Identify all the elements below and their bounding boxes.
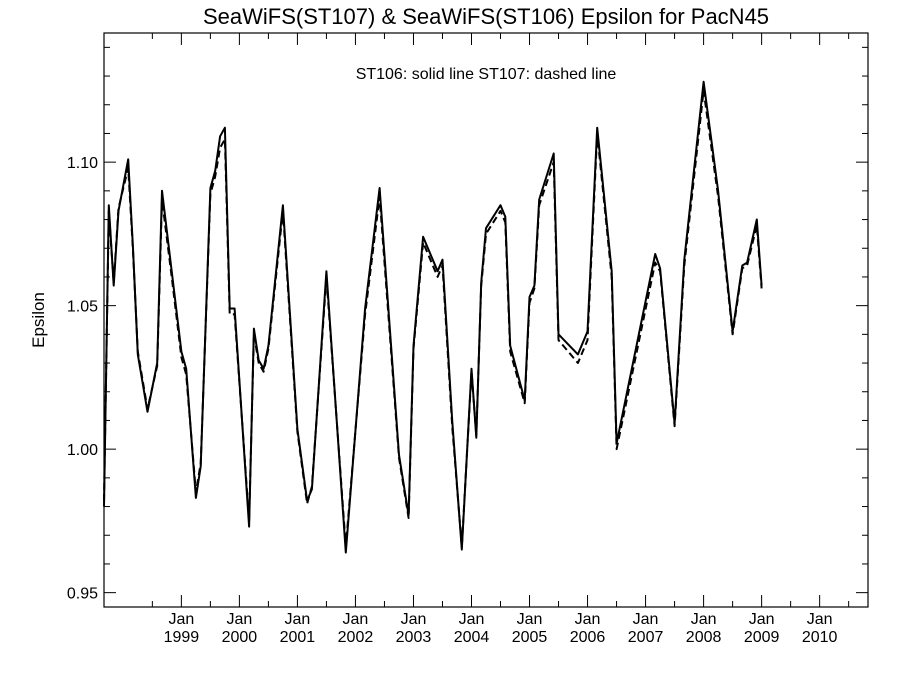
x-tick-label-year: 2002 xyxy=(338,629,374,646)
data-series xyxy=(103,80,763,554)
x-tick-label-month: Jan xyxy=(749,611,775,628)
x-tick-label-month: Jan xyxy=(168,611,194,628)
x-tick-label-month: Jan xyxy=(226,611,252,628)
series-line-st107 xyxy=(103,89,763,548)
x-tick-label-year: 2003 xyxy=(396,629,432,646)
x-tick-label-month: Jan xyxy=(807,611,833,628)
x-tick-label-month: Jan xyxy=(691,611,717,628)
x-tick-label-year: 2001 xyxy=(280,629,316,646)
plot-frame xyxy=(103,32,869,608)
x-tick-label-month: Jan xyxy=(633,611,659,628)
y-tick-label: 0.95 xyxy=(67,586,98,603)
series-line-st106 xyxy=(103,80,763,554)
x-tick-label-month: Jan xyxy=(343,611,369,628)
y-tick-label: 1.10 xyxy=(67,155,98,172)
x-tick-label-year: 2006 xyxy=(570,629,606,646)
axis-ticks: 0.951.001.051.10Jan1999Jan2000Jan2001Jan… xyxy=(67,33,868,646)
y-tick-label: 1.05 xyxy=(67,299,98,316)
x-tick-label-year: 2008 xyxy=(686,629,722,646)
plot-area-border xyxy=(103,32,869,608)
x-tick-label-month: Jan xyxy=(285,611,311,628)
y-tick-label: 1.00 xyxy=(67,442,98,459)
x-tick-label-year: 2009 xyxy=(744,629,780,646)
x-tick-label-month: Jan xyxy=(401,611,427,628)
x-tick-label-year: 2007 xyxy=(628,629,664,646)
y-axis-label: Epsilon xyxy=(29,292,48,348)
x-tick-label-year: 1999 xyxy=(164,629,200,646)
x-tick-label-month: Jan xyxy=(459,611,485,628)
x-tick-label-year: 2000 xyxy=(222,629,258,646)
chart-title: SeaWiFS(ST107) & SeaWiFS(ST106) Epsilon … xyxy=(203,4,769,29)
x-tick-label-month: Jan xyxy=(517,611,543,628)
x-tick-label-year: 2005 xyxy=(512,629,548,646)
x-tick-label-month: Jan xyxy=(575,611,601,628)
x-tick-label-year: 2004 xyxy=(454,629,490,646)
line-style-annotation: ST106: solid line ST107: dashed line xyxy=(356,66,617,83)
x-tick-label-year: 2010 xyxy=(802,629,838,646)
